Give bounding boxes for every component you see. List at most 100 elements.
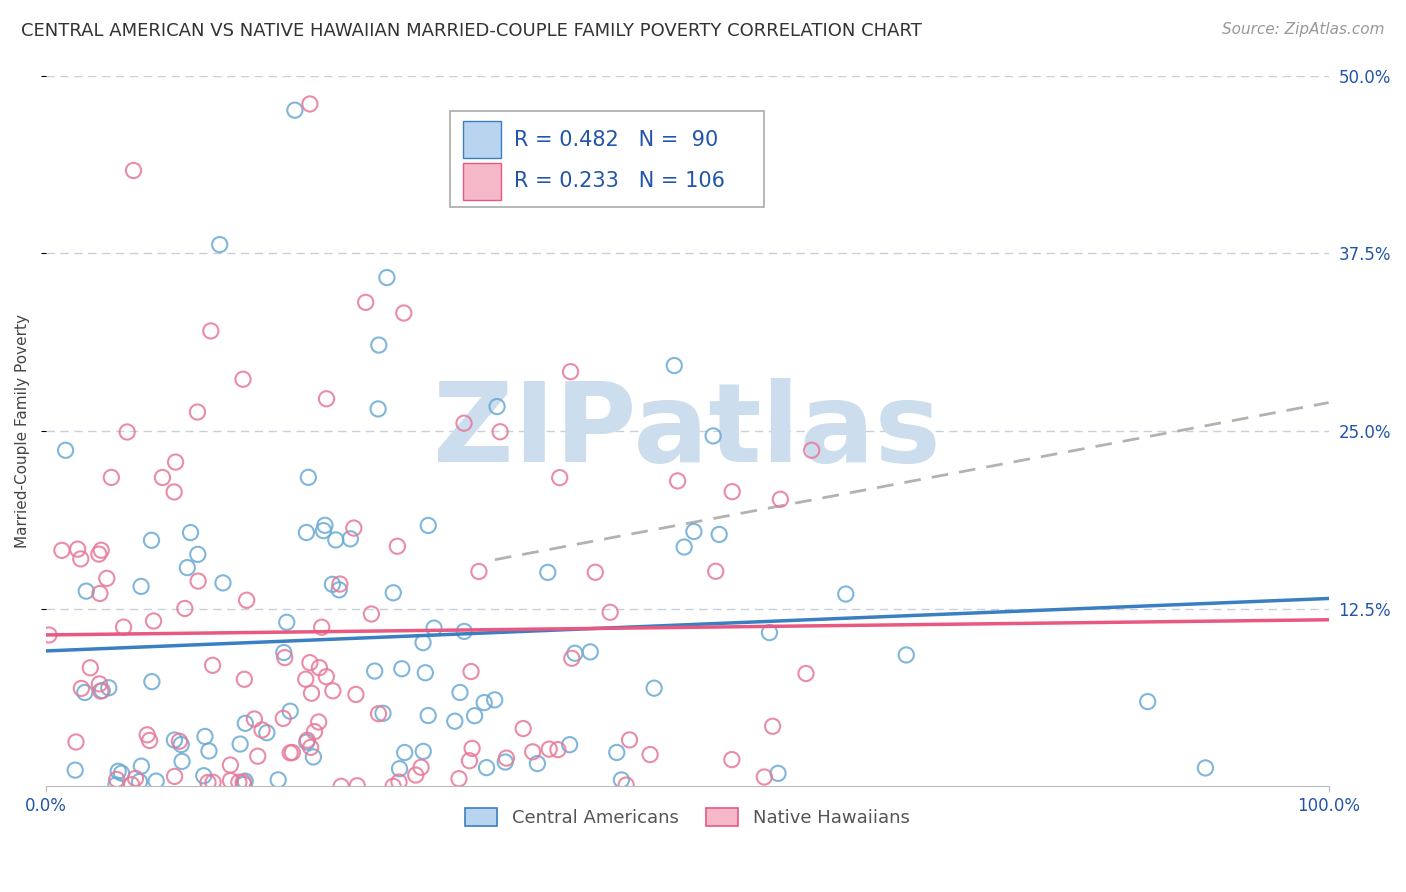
Point bbox=[246, 749, 269, 764]
Point bbox=[87, 547, 110, 561]
Point bbox=[360, 607, 382, 621]
Point bbox=[526, 756, 548, 771]
Point bbox=[704, 564, 727, 578]
Point bbox=[769, 492, 792, 507]
Point bbox=[721, 753, 744, 767]
Point bbox=[561, 651, 583, 665]
Point bbox=[475, 761, 498, 775]
Point bbox=[281, 746, 304, 760]
Point bbox=[131, 759, 153, 773]
Point bbox=[312, 524, 335, 538]
Text: Source: ZipAtlas.com: Source: ZipAtlas.com bbox=[1222, 22, 1385, 37]
FancyBboxPatch shape bbox=[463, 121, 502, 159]
Point bbox=[187, 547, 209, 561]
Point bbox=[90, 684, 112, 698]
Point bbox=[1136, 695, 1159, 709]
Point bbox=[105, 772, 128, 787]
Point bbox=[564, 646, 586, 660]
Point bbox=[299, 740, 322, 755]
Point bbox=[794, 666, 817, 681]
Point bbox=[411, 760, 433, 774]
Point bbox=[453, 624, 475, 639]
Point bbox=[122, 163, 145, 178]
Point bbox=[558, 738, 581, 752]
Point bbox=[145, 774, 167, 789]
Point bbox=[664, 359, 686, 373]
Point bbox=[343, 521, 366, 535]
Point bbox=[201, 658, 224, 673]
Point bbox=[284, 103, 307, 118]
Point bbox=[295, 525, 318, 540]
Point bbox=[91, 683, 114, 698]
Point bbox=[344, 688, 367, 702]
Point bbox=[494, 755, 516, 769]
Point bbox=[392, 306, 415, 320]
Point bbox=[443, 714, 465, 729]
Point bbox=[202, 775, 225, 789]
Point bbox=[294, 672, 316, 686]
Point bbox=[271, 711, 294, 725]
Point bbox=[180, 525, 202, 540]
Point bbox=[538, 742, 561, 756]
Point bbox=[274, 650, 297, 665]
Point bbox=[461, 741, 484, 756]
Point bbox=[495, 751, 517, 765]
Point bbox=[388, 775, 411, 789]
Point bbox=[489, 425, 512, 439]
Y-axis label: Married-Couple Family Poverty: Married-Couple Family Poverty bbox=[15, 314, 30, 548]
Point bbox=[321, 577, 343, 591]
Point bbox=[447, 772, 470, 786]
Point bbox=[367, 706, 389, 721]
Point bbox=[121, 778, 143, 792]
Point bbox=[197, 775, 219, 789]
Point bbox=[464, 708, 486, 723]
Point bbox=[115, 425, 138, 439]
Point bbox=[371, 706, 394, 721]
Point bbox=[423, 621, 446, 635]
Point bbox=[141, 533, 163, 548]
Point bbox=[297, 470, 319, 484]
Point bbox=[315, 392, 337, 406]
Point bbox=[583, 566, 606, 580]
Point bbox=[537, 566, 560, 580]
Point bbox=[301, 686, 323, 700]
Point bbox=[754, 770, 776, 784]
Point bbox=[308, 714, 330, 729]
Point bbox=[412, 635, 434, 649]
Point bbox=[186, 405, 208, 419]
Point bbox=[273, 646, 295, 660]
Point bbox=[96, 571, 118, 585]
Point bbox=[110, 766, 132, 780]
Point bbox=[606, 746, 628, 760]
Point bbox=[163, 485, 186, 500]
Point bbox=[276, 615, 298, 630]
Point bbox=[800, 443, 823, 458]
Point bbox=[163, 769, 186, 783]
Point bbox=[599, 605, 621, 619]
Point bbox=[610, 772, 633, 787]
Point bbox=[100, 470, 122, 484]
Point bbox=[212, 575, 235, 590]
Point bbox=[138, 733, 160, 747]
Point bbox=[702, 429, 724, 443]
Point bbox=[208, 237, 231, 252]
Legend: Central Americans, Native Hawaiians: Central Americans, Native Hawaiians bbox=[458, 800, 917, 834]
Point bbox=[107, 764, 129, 779]
Point bbox=[314, 518, 336, 533]
Point bbox=[250, 723, 273, 737]
Point bbox=[69, 552, 91, 566]
Point bbox=[89, 677, 111, 691]
Point bbox=[346, 779, 368, 793]
Point bbox=[522, 745, 544, 759]
Point bbox=[560, 365, 582, 379]
Point bbox=[267, 772, 290, 787]
Point bbox=[617, 128, 640, 143]
Point bbox=[169, 734, 191, 748]
Point bbox=[548, 470, 571, 484]
Point bbox=[112, 620, 135, 634]
Point bbox=[129, 579, 152, 593]
Point bbox=[516, 153, 538, 167]
Point bbox=[311, 620, 333, 634]
Point bbox=[363, 664, 385, 678]
Text: R = 0.233   N = 106: R = 0.233 N = 106 bbox=[515, 171, 725, 191]
